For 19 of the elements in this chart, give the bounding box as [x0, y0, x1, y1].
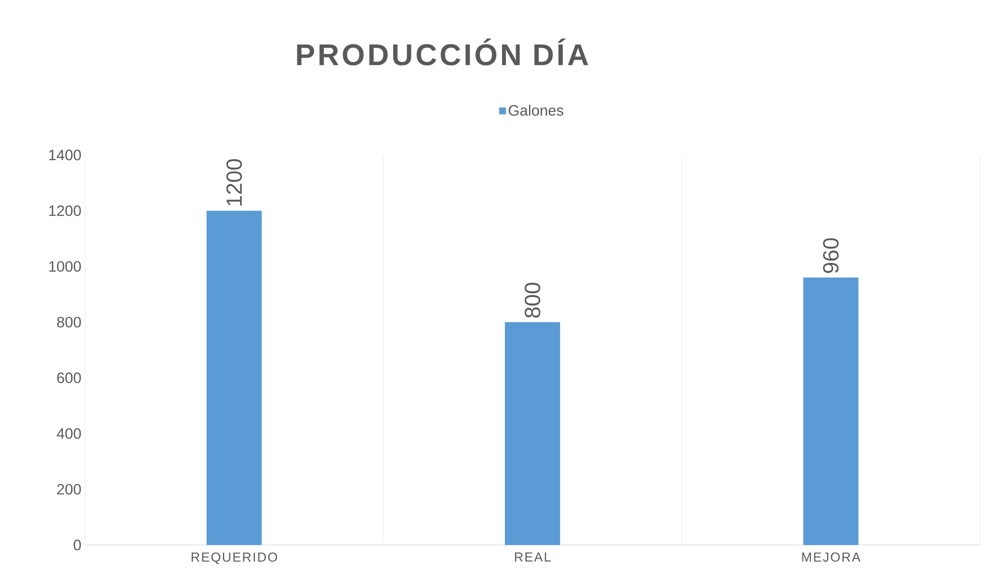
y-tick-label: 1200 [49, 205, 81, 216]
y-tick-label: 600 [57, 372, 81, 384]
x-tick-label: MEJORA [802, 552, 860, 562]
y-tick-label: 800 [57, 316, 81, 328]
data-label: 960 [823, 238, 839, 273]
bar [504, 322, 560, 545]
x-tick-label: REAL [515, 552, 551, 562]
data-label: 1200 [226, 159, 242, 206]
bar [803, 278, 858, 545]
legend-label: Galones [508, 104, 564, 116]
data-label: 800 [524, 282, 540, 318]
y-tick-label: 400 [56, 428, 81, 439]
y-tick-label: 0 [74, 540, 81, 550]
bar [206, 210, 262, 545]
y-tick-label: 1400 [49, 150, 81, 160]
chart-title: PRODUCCIÓN DÍA [297, 38, 588, 66]
y-tick-label: 200 [57, 484, 81, 495]
y-tick-label: 1000 [49, 261, 81, 272]
x-tick-label: REQUERIDO [192, 552, 278, 564]
